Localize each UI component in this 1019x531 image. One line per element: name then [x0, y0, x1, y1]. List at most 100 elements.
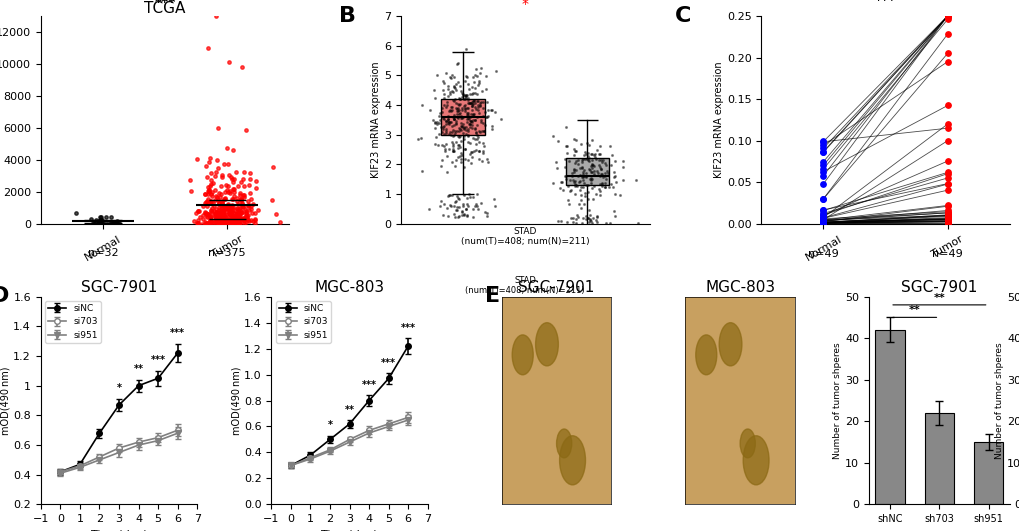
Point — [463, 148, 479, 157]
Point — [203, 190, 219, 198]
Point — [455, 163, 472, 172]
Point — [580, 149, 596, 157]
Point — [222, 205, 238, 214]
Point — [467, 105, 483, 113]
Point — [575, 168, 591, 177]
Y-axis label: KIF23 mRNA expression: KIF23 mRNA expression — [371, 62, 381, 178]
Point — [586, 161, 602, 170]
Point — [938, 168, 955, 177]
Point — [222, 219, 238, 227]
Point — [444, 141, 461, 150]
Point — [597, 172, 613, 180]
Point — [575, 176, 591, 184]
Point — [219, 200, 235, 209]
Title: SGC-7901: SGC-7901 — [81, 280, 157, 295]
Point — [230, 182, 247, 190]
Point — [231, 208, 248, 217]
Point — [235, 191, 252, 199]
Point — [469, 103, 485, 112]
Point — [471, 155, 487, 163]
Point — [432, 109, 448, 117]
Point — [220, 216, 236, 224]
Point — [478, 113, 494, 121]
Point — [469, 90, 485, 98]
Point — [95, 219, 111, 227]
X-axis label: Time(day): Time(day) — [321, 530, 377, 531]
Point — [814, 217, 830, 226]
Point — [588, 218, 604, 226]
Point — [212, 207, 228, 216]
Point — [443, 121, 460, 130]
Point — [814, 219, 830, 227]
Point — [471, 147, 487, 155]
Point — [467, 200, 483, 208]
Text: ***: *** — [400, 323, 416, 333]
Point — [216, 218, 232, 226]
Point — [473, 116, 489, 124]
Point — [436, 147, 452, 156]
Point — [439, 92, 455, 100]
Point — [570, 156, 586, 164]
Point — [814, 218, 830, 227]
Point — [225, 211, 242, 220]
Point — [938, 215, 955, 224]
Point — [226, 175, 243, 183]
Point — [463, 121, 479, 130]
Point — [443, 106, 460, 114]
Point — [585, 170, 601, 178]
Point — [467, 84, 483, 92]
Point — [197, 207, 213, 216]
Point — [214, 199, 230, 207]
Point — [472, 99, 488, 107]
Point — [447, 118, 464, 127]
Point — [222, 219, 238, 228]
Point — [231, 214, 248, 222]
Point — [232, 209, 249, 217]
Point — [233, 209, 250, 217]
Point — [235, 175, 252, 184]
Point — [454, 191, 471, 200]
Point — [217, 216, 233, 225]
Point — [814, 219, 830, 227]
Point — [435, 130, 451, 139]
Point — [544, 132, 560, 140]
Point — [199, 209, 215, 218]
Point — [814, 219, 830, 227]
Point — [429, 141, 445, 150]
Point — [435, 94, 451, 102]
Point — [447, 98, 464, 107]
Point — [217, 195, 233, 203]
Point — [462, 122, 478, 131]
Point — [451, 95, 468, 104]
Point — [454, 123, 471, 132]
Point — [486, 195, 502, 203]
Point — [462, 120, 478, 129]
Point — [232, 196, 249, 204]
Point — [614, 176, 631, 184]
Point — [628, 176, 644, 184]
Point — [461, 190, 477, 199]
Point — [475, 118, 491, 127]
Point — [221, 219, 237, 227]
Point — [233, 199, 250, 207]
Point — [200, 186, 216, 195]
Point — [437, 120, 453, 129]
Point — [223, 208, 239, 217]
Point — [814, 219, 830, 227]
Point — [224, 218, 240, 227]
Point — [567, 180, 583, 189]
Point — [451, 100, 468, 108]
Point — [214, 213, 230, 222]
Point — [814, 209, 830, 218]
Point — [226, 213, 243, 221]
Point — [464, 213, 480, 221]
Point — [450, 127, 467, 135]
Point — [218, 212, 234, 221]
Point — [219, 219, 235, 227]
Point — [477, 72, 493, 80]
Point — [414, 167, 430, 176]
Point — [814, 194, 830, 203]
Point — [463, 117, 479, 125]
Point — [229, 211, 246, 220]
Point — [449, 213, 466, 221]
